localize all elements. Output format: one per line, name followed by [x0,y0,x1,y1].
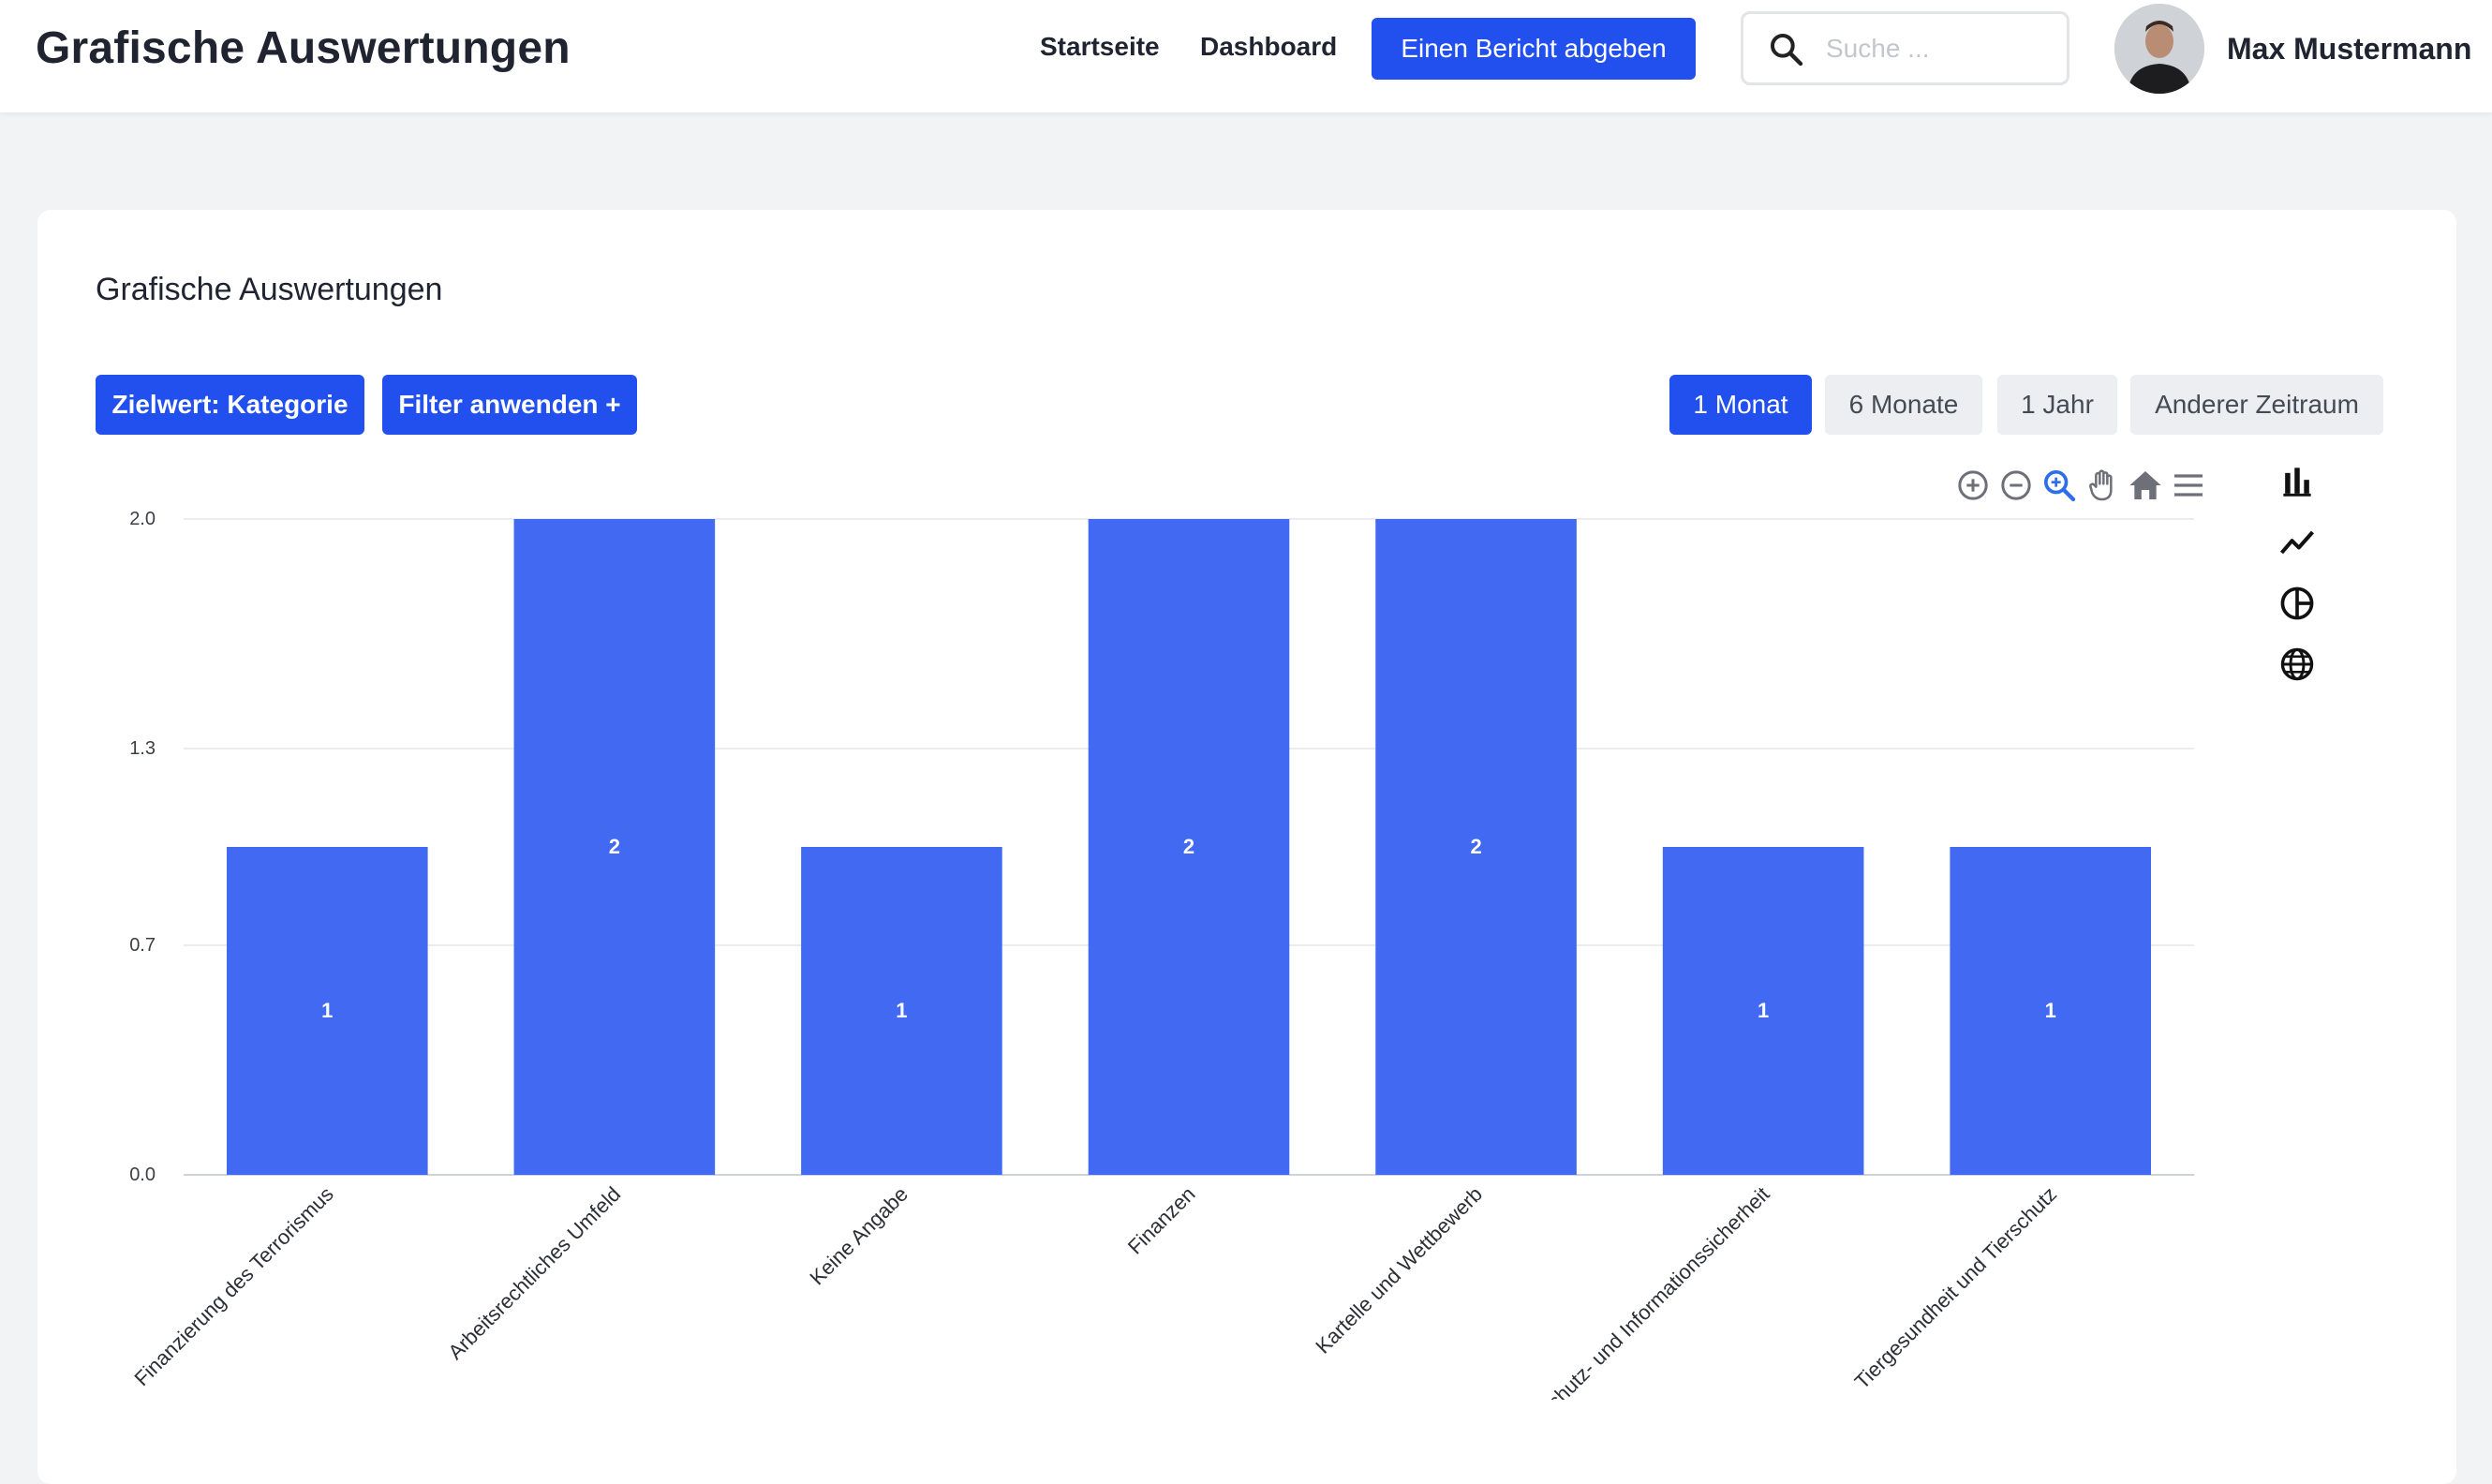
globe-icon[interactable] [2277,644,2318,685]
reset-home-icon[interactable] [2127,467,2164,504]
bar[interactable] [1950,847,2152,1175]
bar[interactable] [1662,847,1864,1175]
pie-chart-icon[interactable] [2277,583,2318,624]
target-value-button[interactable]: Zielwert: Kategorie [96,375,364,435]
bar-value-label: 2 [1183,835,1194,858]
zoom-in-icon[interactable] [1954,467,1992,504]
submit-report-button[interactable]: Einen Bericht abgeben [1372,18,1696,80]
bar-value-label: 1 [2045,999,2056,1022]
bar-value-label: 1 [321,999,333,1022]
analytics-card: Grafische Auswertungen Zielwert: Kategor… [37,210,2456,1484]
period-custom-button[interactable]: Anderer Zeitraum [2130,375,2383,435]
bar-value-label: 2 [1470,835,1481,858]
bar[interactable] [513,519,716,1175]
chart-toolbar [1954,467,2207,504]
y-tick-label: 2.0 [129,509,156,529]
y-tick-label: 0.7 [129,935,156,956]
search-input[interactable] [1826,27,2051,70]
y-tick-label: 0.0 [129,1165,156,1185]
x-category-label: Datenschutz- und Informationssicherheit [1497,1182,1774,1458]
x-category-label: Finanzierung des Terrorismus [130,1182,338,1390]
avatar[interactable] [2114,4,2204,94]
bar[interactable] [801,847,1002,1175]
selection-zoom-icon[interactable] [2040,467,2078,504]
bar-value-label: 1 [896,999,907,1022]
x-category-label: Kartelle und Wettbewerb [1311,1182,1487,1358]
bar[interactable] [226,847,428,1175]
bar-value-label: 2 [609,835,620,858]
bar[interactable] [1088,519,1290,1175]
apply-filter-button[interactable]: Filter anwenden + [382,375,637,435]
period-6-months-button[interactable]: 6 Monate [1825,375,1982,435]
card-title: Grafische Auswertungen [96,272,443,307]
period-1-year-button[interactable]: 1 Jahr [1997,375,2117,435]
top-navigation-bar: Grafische Auswertungen Startseite Dashbo… [0,0,2492,112]
chart-type-selector [2277,461,2323,705]
period-1-month-button[interactable]: 1 Monat [1669,375,1812,435]
nav-link-startseite[interactable]: Startseite [1040,32,1160,61]
x-category-label: Arbeitsrechtliches Umfeld [443,1182,625,1364]
bar-value-label: 1 [1758,999,1769,1022]
bar[interactable] [1375,519,1577,1175]
app-title: Grafische Auswertungen [36,23,571,73]
bar-chart-icon[interactable] [2277,461,2318,502]
x-category-label: Keine Angabe [805,1182,912,1290]
x-category-label: Finanzen [1123,1182,1200,1259]
y-tick-label: 1.3 [129,738,156,759]
nav-link-dashboard[interactable]: Dashboard [1200,32,1338,61]
x-category-label: Tiergesundheit und Tierschutz [1850,1182,2062,1394]
pan-icon[interactable] [2084,467,2121,504]
search-box[interactable] [1741,11,2069,85]
user-avatar-icon [2114,4,2204,94]
bar-chart: 1 2 1 2 2 1 1 0.0 0.7 1.3 2.0 Finanzierung des Te… [129,509,2194,1458]
menu-icon[interactable] [2170,467,2207,504]
user-name: Max Mustermann [2227,32,2472,66]
search-icon [1771,34,1803,67]
zoom-out-icon[interactable] [1997,467,2035,504]
line-chart-icon[interactable] [2277,522,2318,563]
